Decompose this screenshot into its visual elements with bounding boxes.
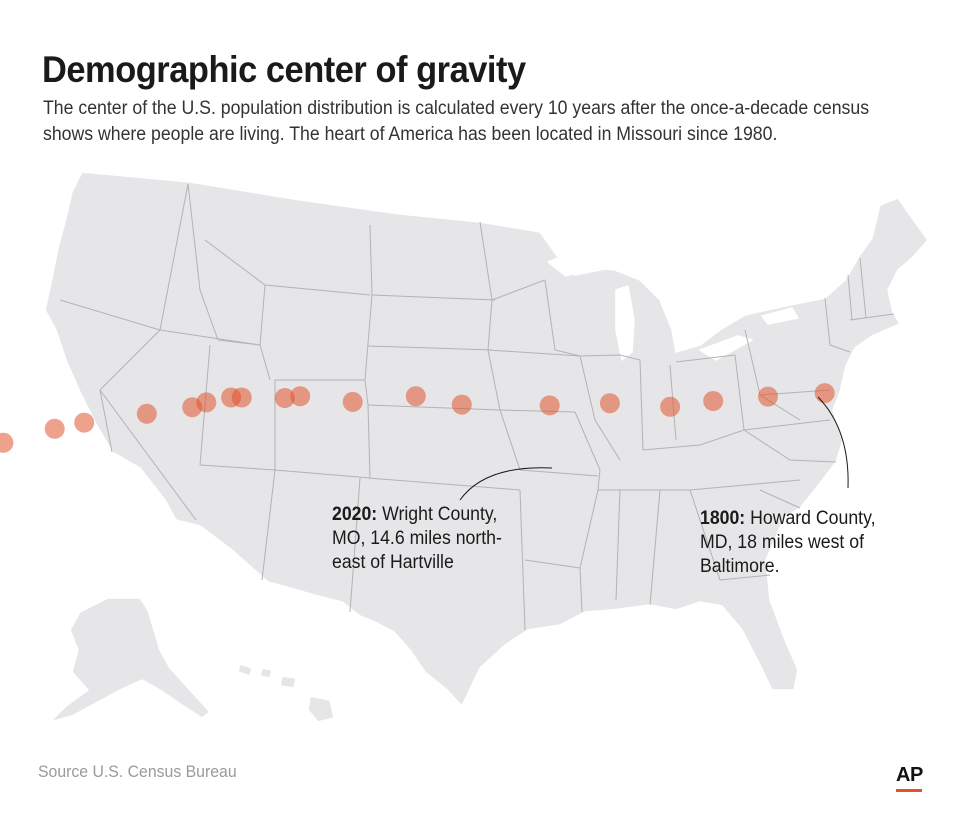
- population-center-1950: [136, 403, 157, 424]
- population-center-1940: [182, 397, 203, 418]
- contiguous-us-land: [44, 171, 929, 707]
- population-center-1870: [405, 386, 426, 407]
- lake-superior: [547, 249, 641, 277]
- ap-logo-text: AP: [896, 764, 923, 786]
- land-group: [44, 171, 929, 723]
- map-subtitle: The center of the U.S. population distri…: [43, 98, 870, 145]
- population-center-1860: [451, 394, 472, 415]
- population-centers: [0, 383, 835, 453]
- population-center-1800: [814, 383, 835, 404]
- lake-huron: [659, 289, 701, 331]
- leader-line-1800: [817, 396, 849, 489]
- map-title: Demographic center of gravity: [42, 49, 526, 90]
- population-center-1980: [0, 432, 14, 453]
- callout-1800: 1800: Howard County, MD, 18 miles west o…: [700, 507, 886, 579]
- population-center-1810: [758, 386, 778, 407]
- ap-logo-icon: AP: [896, 764, 926, 792]
- population-center-1960: [74, 412, 95, 433]
- population-center-1840: [599, 393, 620, 414]
- population-center-1830: [660, 396, 681, 417]
- lake-michigan: [615, 285, 635, 361]
- population-center-1820: [703, 391, 724, 411]
- population-center-1900: [274, 388, 295, 408]
- population-center-1890: [290, 386, 311, 407]
- population-center-1850: [539, 395, 560, 416]
- state-borders: [59, 183, 895, 631]
- alaska-land: [49, 597, 211, 723]
- ap-logo-bar: [896, 789, 922, 792]
- leader-line-2020: [459, 467, 553, 501]
- population-center-1920: [221, 387, 242, 408]
- hawaii-island-2: [259, 667, 273, 679]
- hawaii-island-3: [279, 675, 297, 689]
- callout-1800-text: Howard County, MD, 18 miles west of Balt…: [700, 508, 876, 577]
- callout-2020: 2020: Wright County, MO, 14.6 miles nort…: [332, 503, 509, 575]
- callout-2020-text: Wright County, MO, 14.6 miles north-east…: [332, 504, 502, 573]
- lake-erie: [699, 335, 753, 361]
- lake-ontario: [761, 307, 799, 325]
- callout-2020-year: 2020:: [332, 504, 378, 525]
- callout-1800-year: 1800:: [700, 508, 746, 529]
- source-credit: Source U.S. Census Bureau: [38, 762, 237, 781]
- hawaii-island-4: [307, 695, 335, 723]
- hawaii-island-1: [237, 663, 253, 677]
- population-center-1970: [44, 418, 65, 439]
- population-center-1880: [342, 391, 363, 412]
- us-map: [0, 171, 929, 723]
